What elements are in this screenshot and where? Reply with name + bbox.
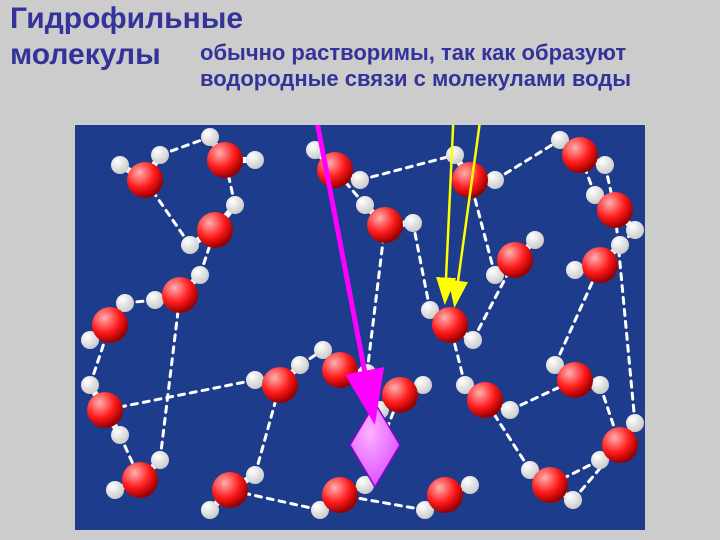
oxygen-atom [127,162,163,198]
oxygen-atom [497,242,533,278]
hydrogen-atom [246,371,264,389]
hydrogen-atom [501,401,519,419]
oxygen-atom [432,307,468,343]
title-line1: Гидрофильные [10,2,243,36]
hydrogen-atom [564,491,582,509]
hydrogen-atom [181,236,199,254]
oxygen-atom [532,467,568,503]
hydrogen-atom [226,196,244,214]
molecule-diagram [75,125,645,530]
hydrogen-atom [591,376,609,394]
oxygen-atom [262,367,298,403]
oxygen-atom [207,142,243,178]
oxygen-atom [197,212,233,248]
hydrogen-atom [201,128,219,146]
desc-line1: обычно растворимы, так как образуют [200,40,626,66]
oxygen-atom [557,362,593,398]
oxygen-atom [562,137,598,173]
oxygen-atom [602,427,638,463]
hydrogen-atom [111,156,129,174]
hydrogen-atom [291,356,309,374]
hydrogen-atom [446,146,464,164]
hydrogen-atom [146,291,164,309]
oxygen-atom [87,392,123,428]
hydrogen-atom [246,151,264,169]
oxygen-atom [322,352,358,388]
hydrogen-atom [111,426,129,444]
oxygen-atom [92,307,128,343]
hydrogen-atom [81,376,99,394]
hydrogen-atom [486,171,504,189]
hydrogen-atom [201,501,219,519]
hydrogen-atom [246,466,264,484]
hydrogen-atom [191,266,209,284]
oxygen-atom [322,477,358,513]
hydrogen-atom [356,196,374,214]
hydrogen-atom [464,331,482,349]
oxygen-atom [427,477,463,513]
oxygen-atom [582,247,618,283]
hydrogen-atom [461,476,479,494]
oxygen-atom [367,207,403,243]
hydrogen-atom [404,214,422,232]
hydrogen-atom [526,231,544,249]
desc-line2: водородные связи с молекулами воды [200,66,631,92]
hydrogen-atom [151,451,169,469]
oxygen-atom [212,472,248,508]
hydrogen-atom [351,171,369,189]
oxygen-atom [467,382,503,418]
hydrogen-atom [626,221,644,239]
hydrogen-atom [596,156,614,174]
oxygen-atom [382,377,418,413]
title-line2: молекулы [10,38,161,72]
hydrogen-atom [611,236,629,254]
hydrogen-atom [106,481,124,499]
hydrogen-atom [151,146,169,164]
oxygen-atom [122,462,158,498]
oxygen-atom [597,192,633,228]
oxygen-atom [162,277,198,313]
hydrogen-atom [566,261,584,279]
